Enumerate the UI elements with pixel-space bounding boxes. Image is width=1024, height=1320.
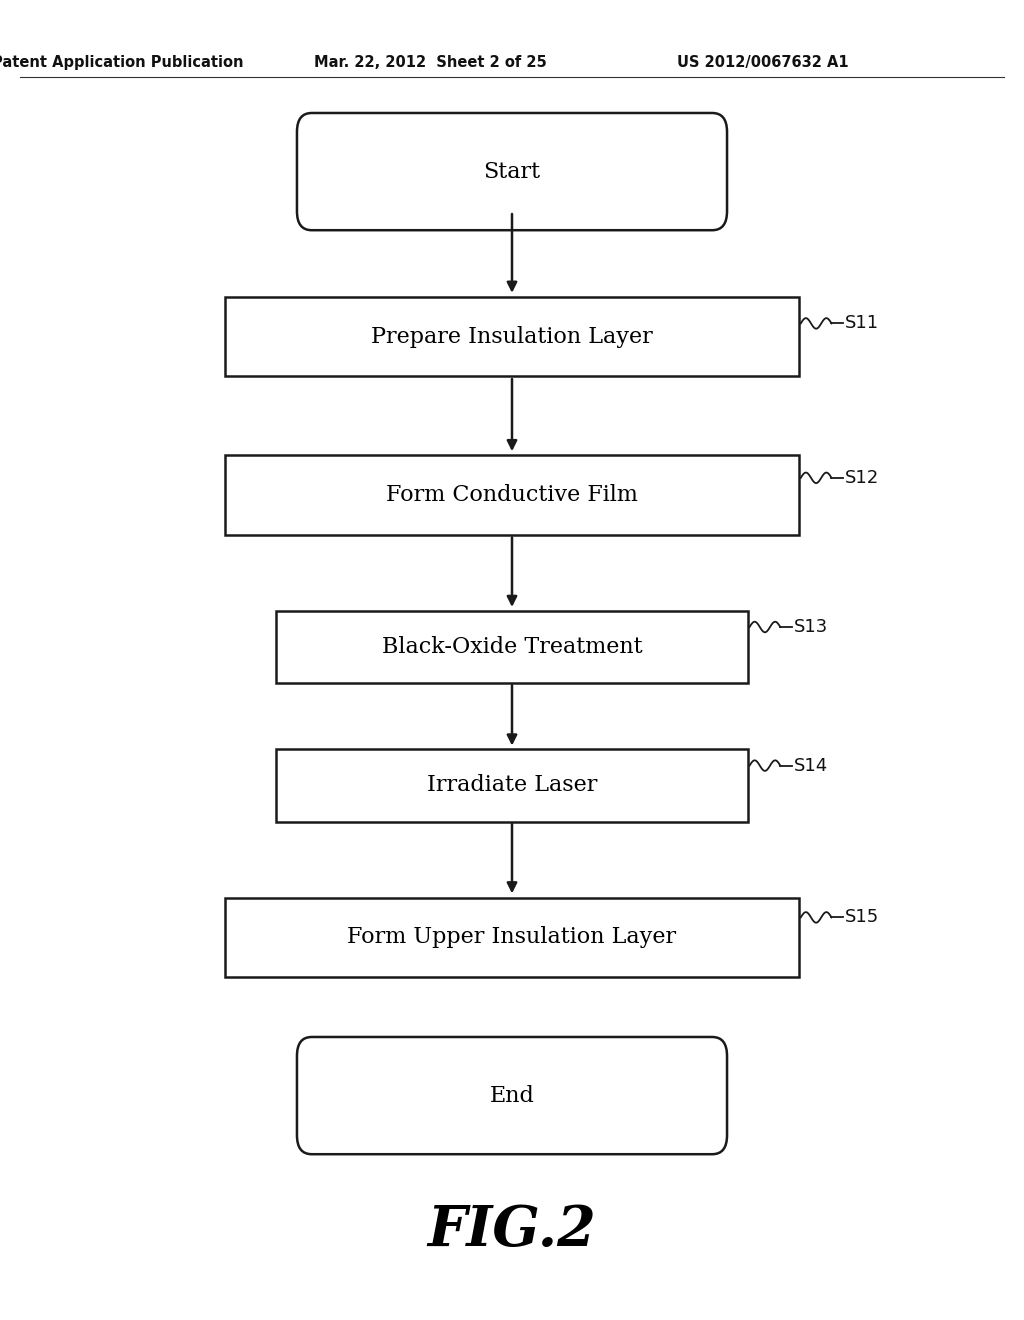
Text: Irradiate Laser: Irradiate Laser	[427, 775, 597, 796]
Text: Patent Application Publication: Patent Application Publication	[0, 54, 244, 70]
Text: Start: Start	[483, 161, 541, 182]
Bar	[225, 898, 799, 977]
Text: S14: S14	[794, 756, 827, 775]
Text: End: End	[489, 1085, 535, 1106]
Text: S13: S13	[794, 618, 827, 636]
Bar	[276, 610, 748, 684]
Text: Mar. 22, 2012  Sheet 2 of 25: Mar. 22, 2012 Sheet 2 of 25	[313, 54, 547, 70]
Text: Form Conductive Film: Form Conductive Film	[386, 484, 638, 506]
Bar	[225, 455, 799, 535]
Text: US 2012/0067632 A1: US 2012/0067632 A1	[677, 54, 849, 70]
FancyBboxPatch shape	[297, 114, 727, 230]
Text: S12: S12	[845, 469, 879, 487]
Text: S15: S15	[845, 908, 879, 927]
Text: FIG.2: FIG.2	[428, 1203, 596, 1258]
Text: Prepare Insulation Layer: Prepare Insulation Layer	[371, 326, 653, 347]
Bar	[225, 297, 799, 376]
Text: Black-Oxide Treatment: Black-Oxide Treatment	[382, 636, 642, 657]
Text: S11: S11	[845, 314, 879, 333]
FancyBboxPatch shape	[297, 1038, 727, 1154]
Text: Form Upper Insulation Layer: Form Upper Insulation Layer	[347, 927, 677, 948]
Bar	[276, 750, 748, 821]
